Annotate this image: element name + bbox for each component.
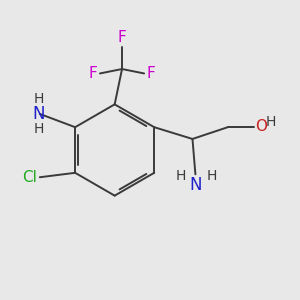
Text: F: F xyxy=(146,66,155,81)
Text: N: N xyxy=(32,105,45,123)
Text: H: H xyxy=(33,122,44,136)
Text: H: H xyxy=(176,169,186,183)
Text: H: H xyxy=(266,115,276,129)
Text: Cl: Cl xyxy=(22,170,38,185)
Text: F: F xyxy=(89,66,98,81)
Text: H: H xyxy=(33,92,44,106)
Text: O: O xyxy=(256,119,268,134)
Text: N: N xyxy=(190,176,202,194)
Text: H: H xyxy=(207,169,217,183)
Text: F: F xyxy=(118,31,126,46)
